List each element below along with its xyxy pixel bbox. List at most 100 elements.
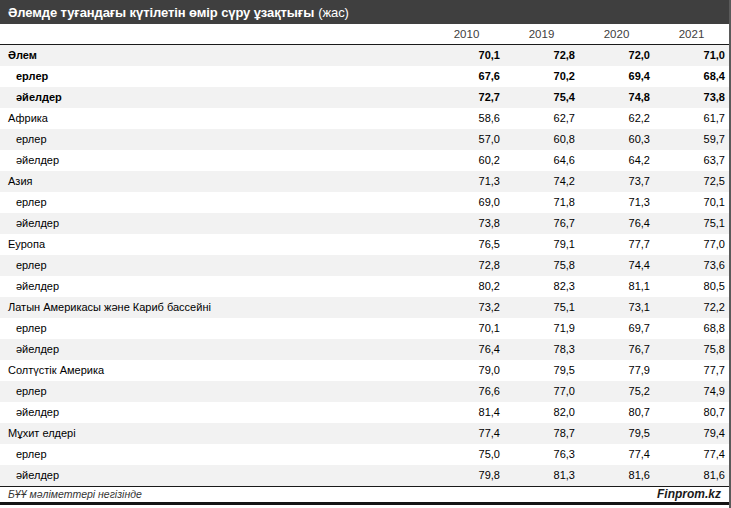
- cell-value: 61,7: [654, 108, 729, 129]
- cell-value: 81,6: [654, 465, 729, 486]
- cell-value: 59,7: [654, 129, 729, 150]
- cell-value: 69,7: [579, 318, 654, 339]
- cell-value: 73,8: [654, 87, 729, 108]
- table-row: ерлер72,875,874,473,6: [0, 255, 729, 276]
- row-label: Азия: [0, 171, 429, 192]
- cell-value: 72,0: [579, 45, 654, 66]
- cell-value: 75,1: [504, 297, 579, 318]
- footer: БҰҰ мәліметтері негізінде Finprom.kz: [0, 486, 729, 502]
- row-label: Мұхит елдері: [0, 423, 429, 444]
- row-label: Солтүстік Америка: [0, 360, 429, 381]
- cell-value: 76,3: [504, 444, 579, 465]
- cell-value: 80,5: [654, 276, 729, 297]
- cell-value: 77,4: [654, 444, 729, 465]
- row-label: ерлер: [0, 192, 429, 213]
- cell-value: 76,7: [504, 213, 579, 234]
- year-column-header: 2020: [579, 24, 654, 45]
- cell-value: 69,4: [579, 66, 654, 87]
- row-label: ерлер: [0, 318, 429, 339]
- table-row: ерлер75,076,377,477,4: [0, 444, 729, 465]
- row-label: Африка: [0, 108, 429, 129]
- table-row: ерлер57,060,860,359,7: [0, 129, 729, 150]
- cell-value: 79,0: [429, 360, 504, 381]
- row-label: әйелдер: [0, 213, 429, 234]
- row-label: ерлер: [0, 255, 429, 276]
- cell-value: 71,8: [504, 192, 579, 213]
- cell-value: 80,2: [429, 276, 504, 297]
- cell-value: 79,4: [654, 423, 729, 444]
- row-label: әйелдер: [0, 87, 429, 108]
- year-column-header: 2021: [654, 24, 729, 45]
- life-expectancy-table: 2010201920202021 Әлем70,172,872,071,0ерл…: [0, 24, 729, 486]
- cell-value: 80,7: [579, 402, 654, 423]
- cell-value: 76,6: [429, 381, 504, 402]
- row-label: әйелдер: [0, 276, 429, 297]
- year-column-header: 2010: [429, 24, 504, 45]
- cell-value: 79,5: [504, 360, 579, 381]
- cell-value: 62,7: [504, 108, 579, 129]
- table-row: ерлер70,171,969,768,8: [0, 318, 729, 339]
- table-row: әйелдер76,478,376,775,8: [0, 339, 729, 360]
- cell-value: 71,3: [579, 192, 654, 213]
- cell-value: 73,6: [654, 255, 729, 276]
- title-bar: Әлемде туғандағы күтілетін өмір сүру ұза…: [0, 0, 729, 24]
- cell-value: 68,4: [654, 66, 729, 87]
- table-row: әйелдер81,482,080,780,7: [0, 402, 729, 423]
- cell-value: 78,7: [504, 423, 579, 444]
- table-row: Әлем70,172,872,071,0: [0, 45, 729, 66]
- cell-value: 74,4: [579, 255, 654, 276]
- cell-value: 77,0: [504, 381, 579, 402]
- cell-value: 60,2: [429, 150, 504, 171]
- year-header-row: 2010201920202021: [0, 24, 729, 45]
- row-label: ерлер: [0, 66, 429, 87]
- cell-value: 68,8: [654, 318, 729, 339]
- cell-value: 71,9: [504, 318, 579, 339]
- table-row: Солтүстік Америка79,079,577,977,7: [0, 360, 729, 381]
- cell-value: 77,4: [579, 444, 654, 465]
- cell-value: 79,8: [429, 465, 504, 486]
- row-label: Латын Америкасы және Кариб бассейні: [0, 297, 429, 318]
- cell-value: 75,8: [654, 339, 729, 360]
- cell-value: 70,1: [429, 318, 504, 339]
- table-row: Азия71,374,273,772,5: [0, 171, 729, 192]
- row-label: ерлер: [0, 444, 429, 465]
- page-title-unit: (жас): [318, 5, 349, 20]
- cell-value: 76,4: [429, 339, 504, 360]
- row-label: Еуропа: [0, 234, 429, 255]
- row-label: әйелдер: [0, 339, 429, 360]
- bottom-border: [0, 502, 729, 505]
- row-label: әйелдер: [0, 465, 429, 486]
- cell-value: 71,3: [429, 171, 504, 192]
- cell-value: 80,7: [654, 402, 729, 423]
- table-row: Мұхит елдері77,478,779,579,4: [0, 423, 729, 444]
- table-row: әйелдер80,282,381,180,5: [0, 276, 729, 297]
- cell-value: 81,4: [429, 402, 504, 423]
- table-row: Африка58,662,762,261,7: [0, 108, 729, 129]
- cell-value: 64,2: [579, 150, 654, 171]
- cell-value: 75,1: [654, 213, 729, 234]
- cell-value: 82,0: [504, 402, 579, 423]
- cell-value: 81,1: [579, 276, 654, 297]
- source-note: БҰҰ мәліметтері негізінде: [8, 488, 142, 500]
- cell-value: 77,7: [579, 234, 654, 255]
- cell-value: 67,6: [429, 66, 504, 87]
- cell-value: 74,8: [579, 87, 654, 108]
- cell-value: 76,4: [579, 213, 654, 234]
- cell-value: 72,7: [429, 87, 504, 108]
- cell-value: 70,1: [654, 192, 729, 213]
- cell-value: 76,5: [429, 234, 504, 255]
- cell-value: 78,3: [504, 339, 579, 360]
- cell-value: 73,7: [579, 171, 654, 192]
- cell-value: 77,4: [429, 423, 504, 444]
- cell-value: 58,6: [429, 108, 504, 129]
- cell-value: 60,3: [579, 129, 654, 150]
- cell-value: 57,0: [429, 129, 504, 150]
- brand-logo: Finprom.kz: [657, 487, 721, 501]
- cell-value: 75,8: [504, 255, 579, 276]
- table-row: Еуропа76,579,177,777,0: [0, 234, 729, 255]
- table-row: ерлер76,677,075,274,9: [0, 381, 729, 402]
- cell-value: 75,0: [429, 444, 504, 465]
- table-row: әйелдер73,876,776,475,1: [0, 213, 729, 234]
- cell-value: 70,2: [504, 66, 579, 87]
- table-row: әйелдер72,775,474,873,8: [0, 87, 729, 108]
